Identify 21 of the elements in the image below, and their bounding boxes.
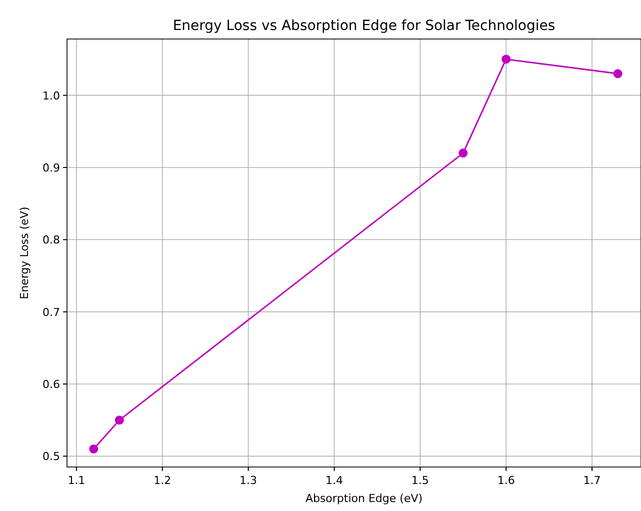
- point: [114, 416, 124, 425]
- x-tick-label: 1.7: [583, 474, 601, 487]
- y-tick-label: 0.6: [42, 378, 60, 391]
- chart-title: Energy Loss vs Absorption Edge for Solar Technologies: [172, 18, 556, 34]
- x-tick-label: 1.6: [497, 474, 515, 487]
- y-tick-label: 1.0: [42, 89, 60, 102]
- x-tick-label: 1.4: [325, 474, 343, 487]
- y-tick-label: 0.8: [42, 234, 60, 247]
- x-axis-title: Absorption Edge (eV): [305, 492, 423, 505]
- y-tick-label: 0.7: [42, 306, 60, 319]
- x-tick-label: 1.2: [154, 474, 172, 487]
- point: [502, 54, 511, 64]
- y-tick-label: 0.9: [42, 161, 60, 174]
- point: [613, 69, 622, 78]
- x-tick-label: 1.1: [68, 474, 86, 487]
- x-tick-label: 1.3: [240, 474, 258, 487]
- y-tick-label: 0.5: [42, 450, 60, 464]
- y-axis-title: Energy Loss (eV): [18, 206, 31, 300]
- point: [458, 148, 468, 158]
- point: [89, 444, 98, 454]
- x-tick-label: 1.5: [411, 474, 429, 487]
